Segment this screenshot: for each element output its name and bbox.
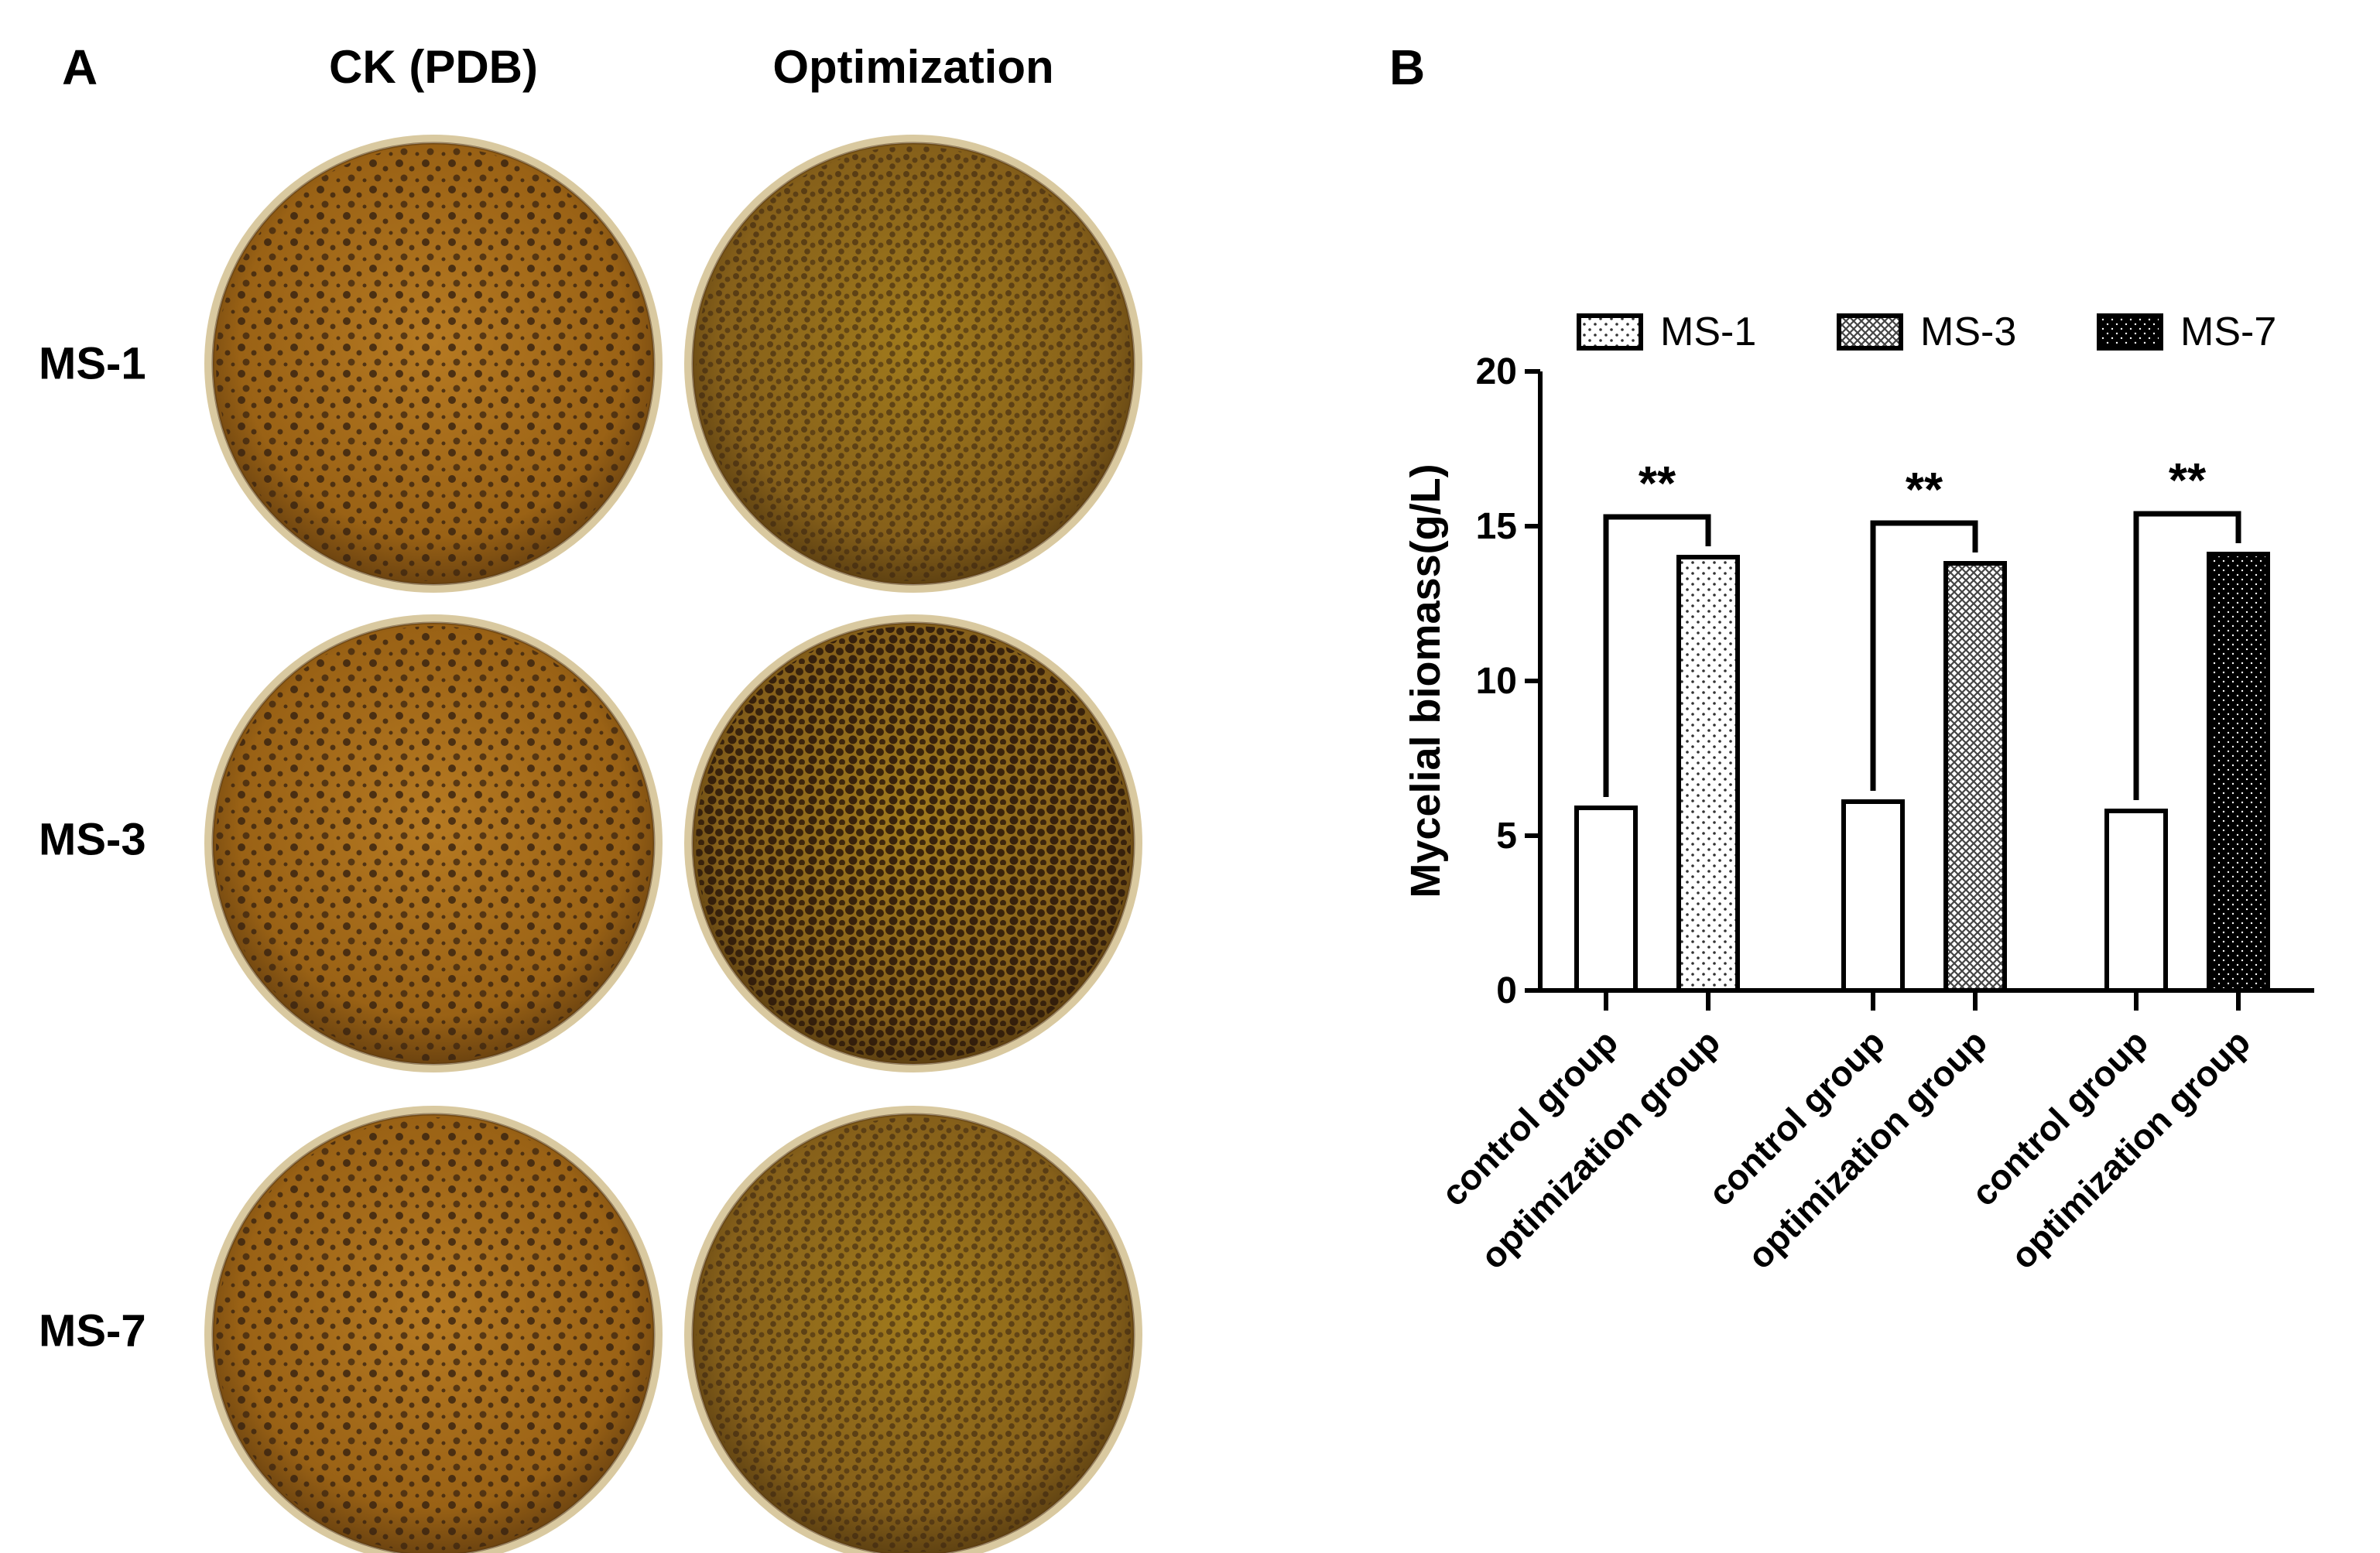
panel-b-letter: B xyxy=(1389,39,1426,95)
row-label-ms1: MS-1 xyxy=(39,338,146,389)
bar-MS-1-optimization xyxy=(1676,555,1740,993)
petri-dish-grid xyxy=(204,135,1142,1553)
row-label-ms3: MS-3 xyxy=(39,814,146,865)
significance-label: ** xyxy=(1906,464,1943,517)
petri-dish-MS-1-ck xyxy=(204,135,663,593)
row-label-ms7: MS-7 xyxy=(39,1305,146,1356)
petri-dish-MS-1-optimization xyxy=(684,135,1142,593)
legend-swatch-MS-7 xyxy=(2097,313,2163,351)
bar-MS-7-control xyxy=(2104,809,2168,993)
significance-bracket xyxy=(2133,511,2241,800)
legend-label-MS-1: MS-1 xyxy=(1660,310,1756,354)
y-tick-label: 15 xyxy=(1476,506,1517,547)
petri-dish-MS-7-ck xyxy=(204,1106,663,1553)
petri-dish-MS-3-ck xyxy=(204,614,663,1072)
significance-bracket xyxy=(1870,520,1978,791)
legend-label-MS-7: MS-7 xyxy=(2180,310,2276,354)
petri-dish-MS-3-optimization xyxy=(684,614,1142,1072)
bar-MS-3-optimization xyxy=(1943,561,2007,993)
x-tick-label: control group xyxy=(1700,1021,1892,1213)
column-title-optimization: Optimization xyxy=(772,41,1054,93)
y-tick-label: 0 xyxy=(1496,970,1517,1011)
bar-MS-3-control xyxy=(1841,799,1905,993)
x-tick-label: control group xyxy=(1433,1021,1625,1213)
bar-MS-7-optimization xyxy=(2207,552,2270,993)
y-tick-label: 10 xyxy=(1476,661,1517,702)
y-tick-label: 20 xyxy=(1476,351,1517,392)
significance-label: ** xyxy=(2169,454,2207,508)
significance-label: ** xyxy=(1639,457,1676,511)
biomass-bar-chart: 0 5 10 15 20 Mycelial biomass(g/L) control gro… xyxy=(1402,310,2314,1277)
bar-MS-1-control xyxy=(1574,806,1638,993)
y-tick-label: 5 xyxy=(1496,816,1517,857)
legend-label-MS-3: MS-3 xyxy=(1920,310,2016,354)
column-title-ck: CK (PDB) xyxy=(329,41,538,93)
significance-bracket xyxy=(1603,514,1711,797)
legend-swatch-MS-3 xyxy=(1837,313,1903,351)
panel-a-letter: A xyxy=(62,39,98,95)
y-axis-label: Mycelial biomass(g/L) xyxy=(1402,464,1449,898)
legend-swatch-MS-1 xyxy=(1577,313,1643,351)
petri-dish-MS-7-optimization xyxy=(684,1106,1142,1553)
